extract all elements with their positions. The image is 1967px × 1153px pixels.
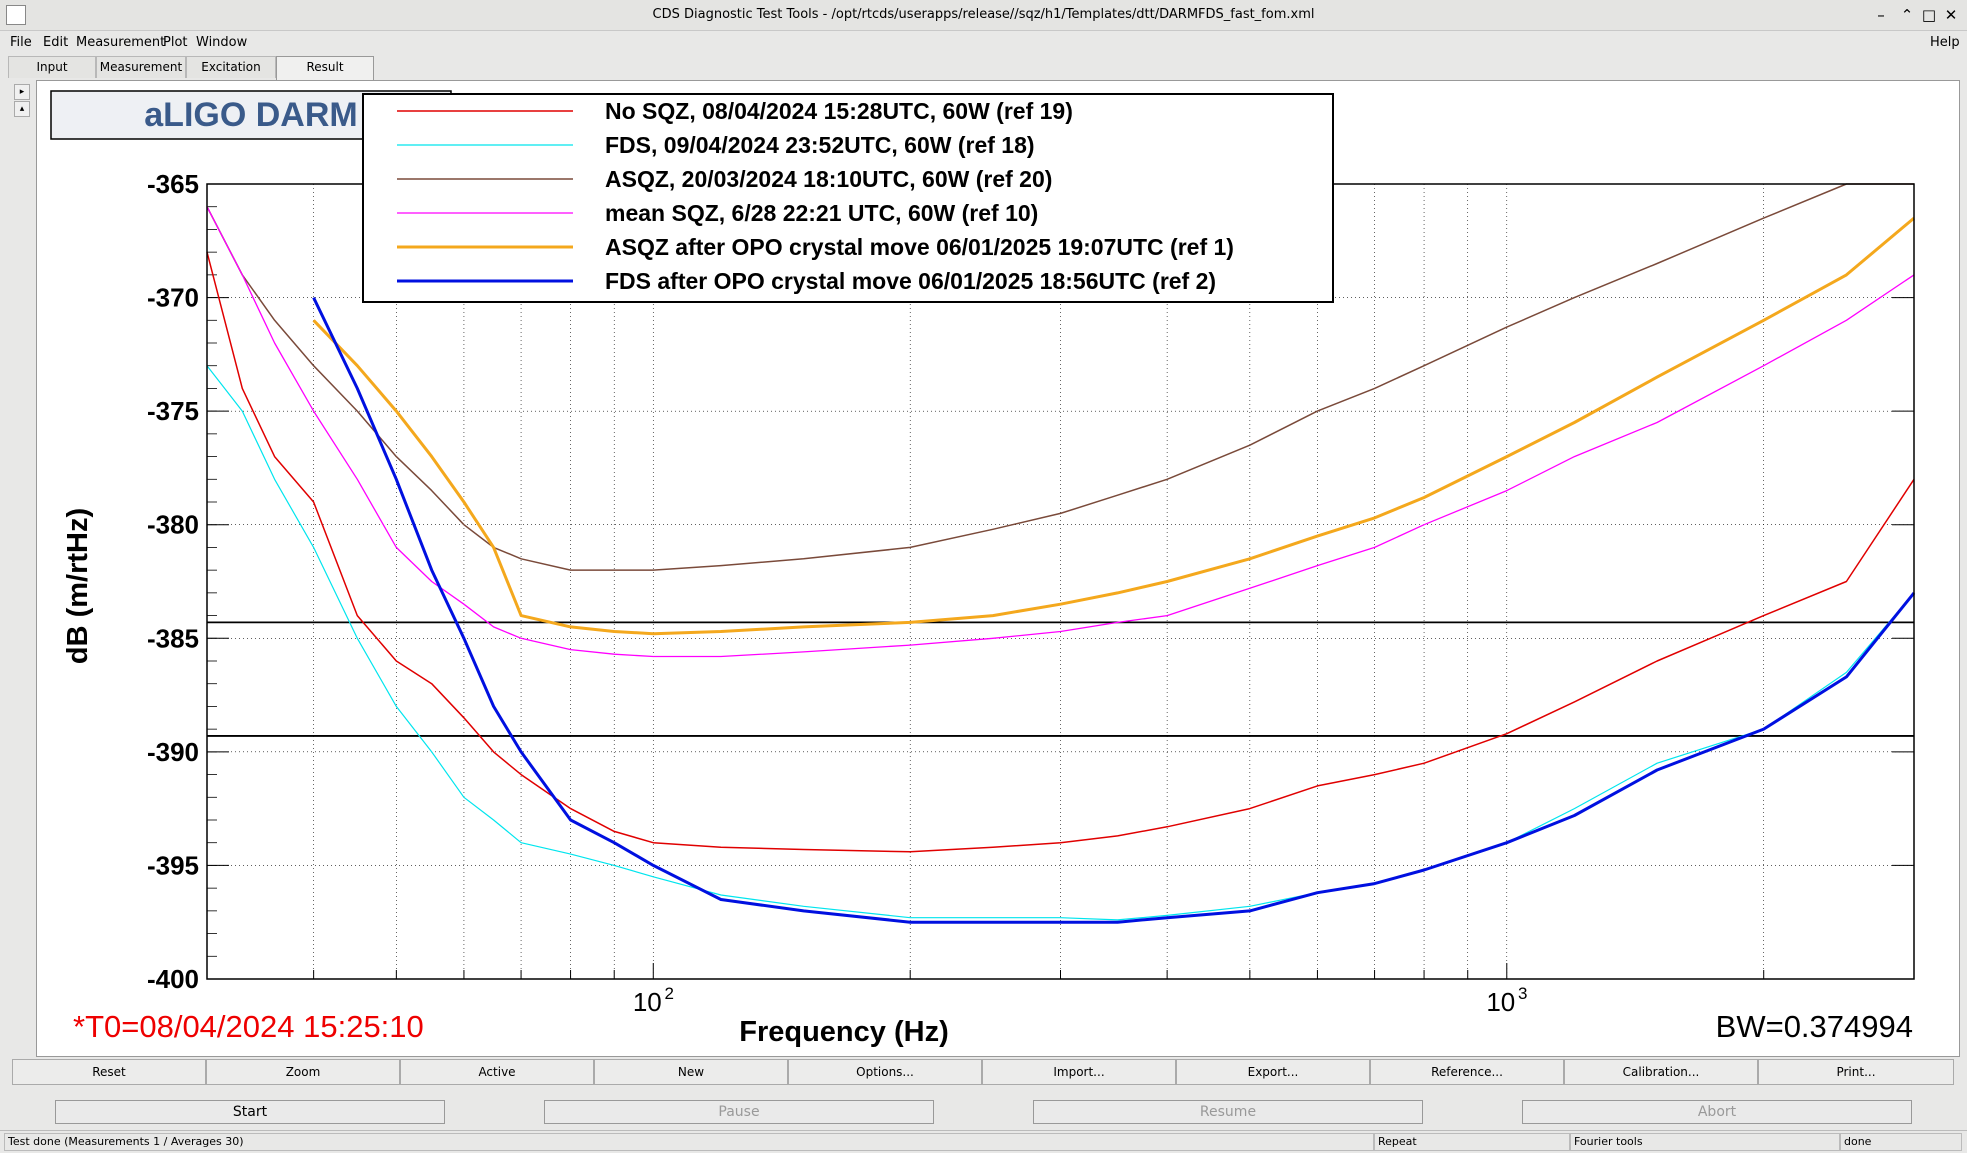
menu-file[interactable]: File [10, 35, 32, 50]
resume-button[interactable]: Resume [1033, 1100, 1423, 1124]
pause-button[interactable]: Pause [544, 1100, 934, 1124]
y-tick-label: -380 [147, 510, 199, 540]
app-icon [6, 5, 26, 25]
collapse-arrow-icon[interactable]: ▴ [14, 101, 30, 117]
y-tick-label: -385 [147, 623, 199, 653]
status-message: Test done (Measurements 1 / Averages 30) [4, 1133, 1374, 1151]
y-tick-labels: -365 -370 -375 -380 -385 -390 -395 -400 [147, 169, 199, 994]
tab-excitation[interactable]: Excitation [186, 56, 276, 78]
plot-panel[interactable]: -365 -370 -375 -380 -385 -390 -395 -400 10 2 10 3 … [36, 80, 1960, 1057]
zoom-button[interactable]: Zoom [206, 1059, 400, 1085]
status-fourier: Fourier tools [1570, 1133, 1840, 1151]
reference-lines [207, 621, 1914, 737]
options-button[interactable]: Options... [788, 1059, 982, 1085]
menu-bar: File Edit Measurement Plot Window Help [0, 31, 1967, 55]
legend-label: No SQZ, 08/04/2024 15:28UTC, 60W (ref 19… [605, 98, 1073, 124]
label-box-text: aLIGO DARM [144, 96, 357, 134]
grid [206, 183, 1915, 980]
series-lines [206, 183, 1916, 924]
y-tick-label: -370 [147, 283, 199, 313]
y-axis-label: dB (m/rtHz) [62, 508, 94, 664]
calibration-button[interactable]: Calibration... [1564, 1059, 1758, 1085]
series-line-1 [206, 251, 1915, 853]
menu-edit[interactable]: Edit [43, 35, 69, 50]
active-button[interactable]: Active [400, 1059, 594, 1085]
x-tick-exponent: 2 [665, 984, 674, 1003]
menu-measurement[interactable]: Measurement [76, 35, 166, 50]
plot-canvas[interactable]: -365-370-375-380-385-390-395-400 10 2 10 3 … [37, 81, 1959, 1056]
status-state: done [1840, 1133, 1962, 1151]
title-bar: CDS Diagnostic Test Tools - /opt/rtcds/u… [0, 0, 1967, 31]
x-tick-exponent: 3 [1518, 984, 1527, 1003]
x-tick-label: 10 [1486, 987, 1515, 1017]
x-tick-labels: 10 2 10 3 [633, 984, 1528, 1017]
y-tick-label: -390 [147, 737, 199, 767]
plot-frame [206, 183, 1915, 980]
status-repeat: Repeat [1374, 1133, 1570, 1151]
y-tick-label: -365 [147, 169, 199, 199]
close-button[interactable]: ✕ [1944, 6, 1958, 24]
y-tick-label: -395 [147, 850, 199, 880]
series-line-3 [206, 183, 1914, 571]
abort-button[interactable]: Abort [1522, 1100, 1912, 1124]
series-line-4 [206, 206, 1915, 658]
expand-arrow-icon[interactable]: ▸ [14, 84, 30, 100]
window-title: CDS Diagnostic Test Tools - /opt/rtcds/u… [652, 7, 1315, 22]
run-control-row: Start Pause Resume Abort [0, 1100, 1967, 1128]
y-tick-label: -400 [147, 964, 199, 994]
legend-label: ASQZ, 20/03/2024 18:10UTC, 60W (ref 20) [605, 166, 1052, 192]
reference-button[interactable]: Reference... [1370, 1059, 1564, 1085]
menu-help[interactable]: Help [1930, 35, 1960, 50]
start-button[interactable]: Start [55, 1100, 445, 1124]
status-bar: Test done (Measurements 1 / Averages 30)… [0, 1130, 1967, 1153]
print-button[interactable]: Print... [1758, 1059, 1954, 1085]
x-tick-label: 10 [633, 987, 662, 1017]
menu-plot[interactable]: Plot [163, 35, 188, 50]
export-button[interactable]: Export... [1176, 1059, 1370, 1085]
legend-label: FDS after OPO crystal move 06/01/2025 18… [605, 268, 1216, 294]
restore-button[interactable]: ⌃ [1900, 6, 1914, 24]
import-button[interactable]: Import... [982, 1059, 1176, 1085]
tab-input[interactable]: Input [8, 56, 96, 78]
t0-label: *T0=08/04/2024 15:25:10 [73, 1009, 424, 1044]
reset-button[interactable]: Reset [12, 1059, 206, 1085]
series-line-6 [312, 296, 1916, 924]
legend-label: FDS, 09/04/2024 23:52UTC, 60W (ref 18) [605, 132, 1035, 158]
legend-label: ASQZ after OPO crystal move 06/01/2025 1… [605, 234, 1234, 260]
legend-box [362, 93, 1334, 303]
minimize-button[interactable]: – [1877, 6, 1885, 24]
action-button-row: Reset Zoom Active New Options... Import.… [12, 1059, 1954, 1085]
tab-result[interactable]: Result [276, 56, 374, 80]
bandwidth-label: BW=0.374994 [1716, 1009, 1913, 1044]
series-line-5 [312, 216, 1915, 636]
menu-window[interactable]: Window [196, 35, 248, 50]
tab-measurement[interactable]: Measurement [96, 56, 186, 78]
legend-label: mean SQZ, 6/28 22:21 UTC, 60W (ref 10) [605, 200, 1038, 226]
y-tick-label: -375 [147, 396, 199, 426]
x-axis-label: Frequency (Hz) [739, 1016, 948, 1048]
legend: No SQZ, 08/04/2024 15:28UTC, 60W (ref 19… [397, 98, 1234, 294]
maximize-button[interactable]: □ [1921, 6, 1937, 24]
new-button[interactable]: New [594, 1059, 788, 1085]
